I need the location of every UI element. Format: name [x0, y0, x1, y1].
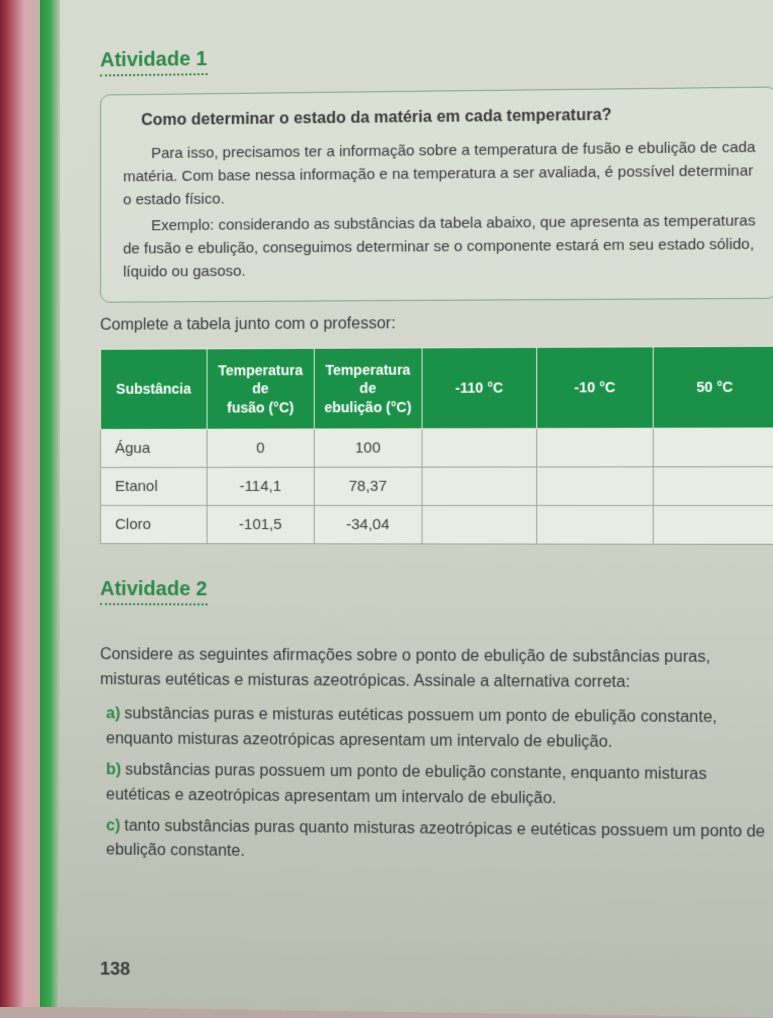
cell-substance: Cloro [101, 505, 207, 543]
activity2-option-c[interactable]: c)tanto substâncias puras quanto mistura… [106, 814, 773, 871]
cell-blank[interactable] [537, 467, 653, 506]
substances-table: Substância Temperatura de fusão (°C) Tem… [100, 346, 773, 545]
th-temp-neg110: -110 °C [422, 348, 537, 429]
table-row: Etanol -114,1 78,37 [101, 467, 773, 506]
th-boiling-l2: de [360, 380, 377, 396]
activity1-table-intro: Complete a tabela junto com o professor: [100, 313, 773, 335]
activity1-question: Como determinar o estado da matéria em c… [123, 102, 757, 134]
cell-fusion: -114,1 [207, 467, 314, 505]
binding-edge [0, 0, 40, 1007]
activity1-title: Atividade 1 [100, 48, 207, 76]
page-green-margin [40, 0, 60, 1007]
table-header-row: Substância Temperatura de fusão (°C) Tem… [101, 347, 773, 430]
activity1-paragraph-1: Para isso, precisamos ter a informação s… [123, 135, 757, 212]
activity2-intro: Considere as seguintes afirmações sobre … [100, 643, 773, 696]
th-boiling: Temperatura de ebulição (°C) [314, 348, 422, 429]
th-boiling-l3: ebulição (°C) [324, 399, 411, 415]
activity2-option-b[interactable]: b)substâncias puras possuem um ponto de … [106, 758, 773, 814]
th-temp-neg10: -10 °C [537, 347, 653, 428]
cell-blank[interactable] [422, 505, 537, 544]
cell-blank[interactable] [537, 505, 653, 544]
cell-blank[interactable] [653, 428, 773, 467]
cell-boiling: 78,37 [314, 467, 422, 505]
activity1-info-box: Como determinar o estado da matéria em c… [100, 86, 773, 303]
option-label-b: b) [106, 761, 121, 778]
table-row: Cloro -101,5 -34,04 [101, 505, 773, 544]
table-row: Água 0 100 [101, 428, 773, 468]
cell-blank[interactable] [422, 467, 537, 506]
option-text-c: tanto substâncias puras quanto misturas … [106, 817, 765, 860]
th-boiling-l1: Temperatura [325, 362, 410, 378]
cell-blank[interactable] [653, 505, 773, 544]
cell-blank[interactable] [653, 467, 773, 506]
cell-blank[interactable] [537, 428, 653, 467]
activity2-option-a[interactable]: a)substâncias puras e misturas eutéticas… [106, 703, 773, 758]
cell-boiling: -34,04 [314, 505, 422, 543]
th-fusion-l1: Temperatura [218, 362, 303, 378]
th-fusion: Temperatura de fusão (°C) [207, 349, 314, 429]
cell-fusion: 0 [207, 429, 314, 467]
option-label-a: a) [106, 706, 120, 723]
page-number: 138 [100, 959, 130, 980]
cell-blank[interactable] [422, 428, 537, 467]
activity2-title: Atividade 2 [100, 578, 207, 605]
option-label-c: c) [106, 817, 120, 834]
cell-substance: Água [101, 429, 207, 467]
th-fusion-l2: de [252, 381, 269, 397]
th-temp-50: 50 °C [653, 347, 773, 428]
cell-boiling: 100 [314, 429, 422, 468]
option-text-a: substâncias puras e misturas eutéticas p… [106, 706, 717, 751]
th-substance: Substância [101, 349, 207, 429]
th-fusion-l3: fusão (°C) [227, 399, 294, 415]
textbook-page: Atividade 1 Como determinar o estado da … [60, 0, 773, 1018]
option-text-b: substâncias puras possuem um ponto de eb… [106, 762, 707, 808]
cell-substance: Etanol [101, 467, 207, 505]
activity1-paragraph-2: Exemplo: considerando as substâncias da … [123, 209, 757, 284]
cell-fusion: -101,5 [207, 505, 314, 543]
